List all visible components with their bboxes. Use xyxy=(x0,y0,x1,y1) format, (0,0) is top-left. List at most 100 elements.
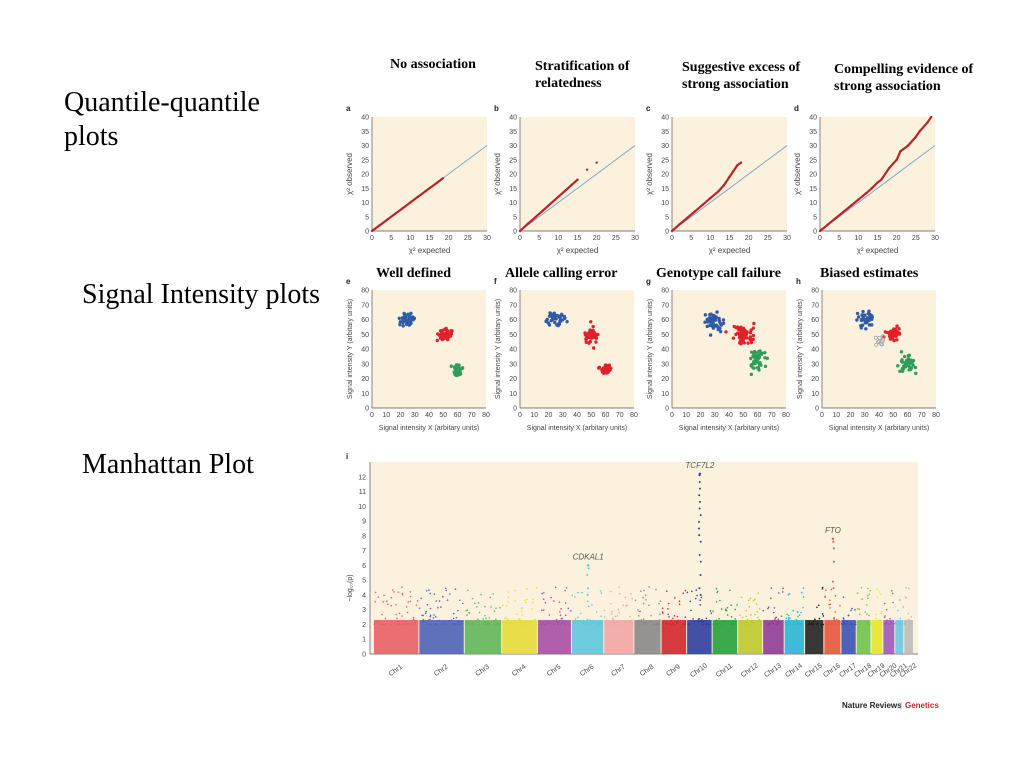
red-cluster-point xyxy=(587,341,591,345)
x-tick-label: 70 xyxy=(616,412,624,419)
snp-point xyxy=(658,602,660,605)
snp-point xyxy=(502,604,504,606)
snp-point xyxy=(767,623,769,626)
snp-point xyxy=(834,595,837,597)
snp-point xyxy=(403,623,405,626)
red-cluster-point xyxy=(438,329,443,333)
red-cluster-point xyxy=(737,334,742,338)
green-cluster-point xyxy=(757,368,761,372)
snp-point xyxy=(418,607,421,609)
y-tick-label: 30 xyxy=(361,143,369,150)
red-cluster-point xyxy=(749,340,754,345)
x-tick-label: 25 xyxy=(612,235,620,242)
snp-point xyxy=(585,623,588,626)
snp-point xyxy=(564,602,567,604)
snp-point xyxy=(591,604,593,606)
peak-top-point xyxy=(698,472,702,476)
blue-cluster-point xyxy=(703,320,707,324)
snp-point xyxy=(720,608,723,610)
peak-snp-point xyxy=(832,540,835,543)
red-cluster-point xyxy=(895,338,899,342)
snp-point xyxy=(558,601,561,603)
snp-point xyxy=(705,623,707,626)
snp-point xyxy=(830,588,833,591)
red-cluster-point xyxy=(603,368,608,372)
y-tick-label: 35 xyxy=(809,129,817,136)
x-tick-label: 40 xyxy=(573,412,581,419)
snp-point xyxy=(401,586,403,589)
snp-point xyxy=(373,623,375,625)
peak-snp-point xyxy=(586,593,589,596)
y-tick-label: 0 xyxy=(813,229,817,236)
snp-point xyxy=(457,621,459,624)
snp-point xyxy=(858,621,860,623)
y-tick-label: 10 xyxy=(809,200,817,207)
red-cluster-point xyxy=(751,333,756,338)
outlier-point xyxy=(873,335,878,340)
snp-point xyxy=(868,623,870,625)
snp-point xyxy=(829,607,831,609)
snp-point xyxy=(457,620,460,622)
green-cluster-point xyxy=(751,362,755,366)
snp-point xyxy=(724,609,727,612)
chromosome-tick-label: Chr12 xyxy=(740,662,760,679)
green-cluster-point xyxy=(756,350,761,354)
snp-point xyxy=(472,621,474,624)
peak-snp-point xyxy=(699,560,702,563)
chromosome-tick-label: Chr11 xyxy=(715,663,734,679)
snp-point xyxy=(395,613,397,616)
snp-point xyxy=(593,622,595,625)
blue-cluster-point xyxy=(867,323,872,327)
snp-point xyxy=(629,620,631,623)
chromosome-band xyxy=(571,620,604,654)
snp-point xyxy=(412,616,415,619)
green-cluster-point xyxy=(753,351,758,356)
snp-point xyxy=(574,618,577,620)
snp-point xyxy=(901,622,903,625)
chromosome-tick-label: Chr6 xyxy=(579,663,596,677)
y-tick-label: 0 xyxy=(665,229,669,236)
snp-point xyxy=(708,619,711,622)
snp-point xyxy=(577,616,579,619)
snp-point xyxy=(883,623,886,626)
snp-point xyxy=(600,623,603,626)
snp-point xyxy=(383,594,385,597)
snp-point xyxy=(631,623,633,626)
snp-point xyxy=(465,621,468,624)
y-tick-label: 40 xyxy=(809,115,817,122)
snp-point xyxy=(442,622,445,625)
x-axis-label: Signal intensity X (arbitary units) xyxy=(527,425,627,432)
snp-point xyxy=(569,623,571,625)
snp-point xyxy=(899,617,902,620)
snp-point xyxy=(492,620,495,622)
snp-point xyxy=(550,596,552,599)
snp-point xyxy=(593,620,595,622)
snp-point xyxy=(567,607,570,610)
snp-point xyxy=(868,593,871,596)
snp-point xyxy=(770,587,773,589)
chromosome-band xyxy=(687,620,712,654)
y-tick-label: 25 xyxy=(509,157,517,164)
snp-point xyxy=(894,622,897,624)
green-cluster-point xyxy=(452,365,457,369)
snp-point xyxy=(821,587,824,590)
snp-point xyxy=(524,621,527,623)
header-suggestive-excess: Suggestive excess of strong association xyxy=(682,60,801,92)
x-tick-label: 0 xyxy=(370,412,374,419)
observed-point xyxy=(849,204,852,208)
y-tick-label: 30 xyxy=(361,361,369,368)
red-cluster-point xyxy=(440,331,445,336)
snp-point xyxy=(617,608,620,611)
y-axis-label: χ² observed xyxy=(793,153,802,195)
green-cluster-point xyxy=(750,350,754,354)
snp-point xyxy=(739,614,741,616)
snp-point xyxy=(802,587,805,589)
y-tick-label: 60 xyxy=(361,317,369,324)
snp-point xyxy=(776,621,779,624)
snp-point xyxy=(781,591,784,593)
snp-point xyxy=(748,606,751,608)
snp-point xyxy=(758,618,760,621)
y-tick-label: 20 xyxy=(361,172,369,179)
snp-point xyxy=(586,618,589,621)
x-tick-label: 10 xyxy=(530,412,538,419)
